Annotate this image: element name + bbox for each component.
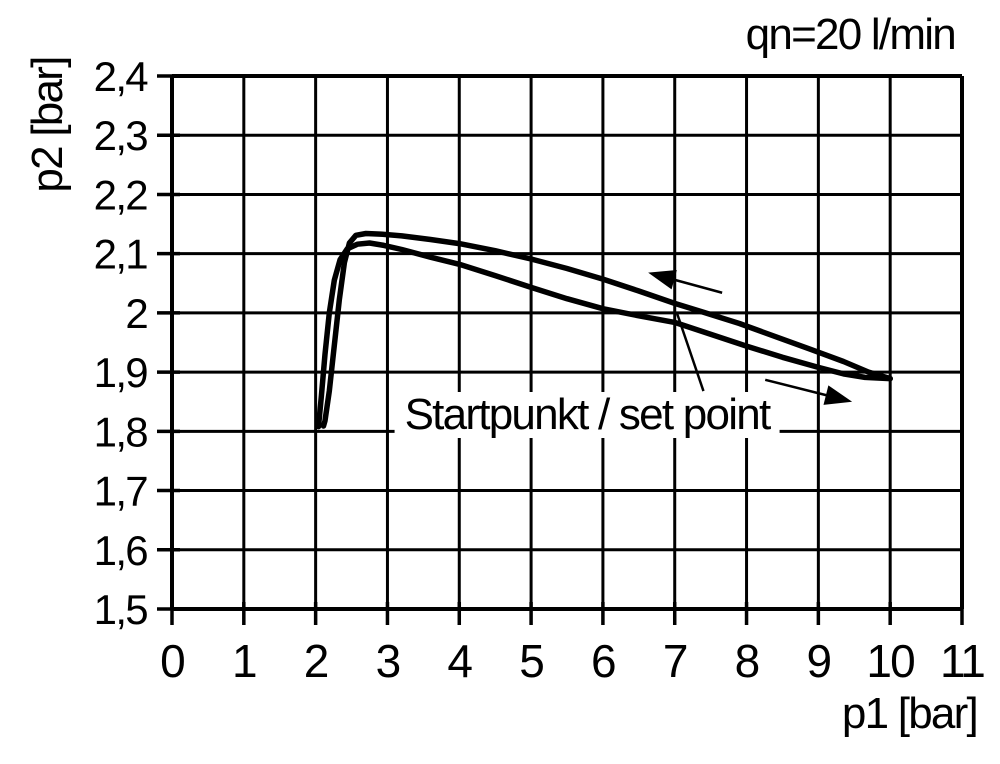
x-tick-label: 8: [735, 635, 759, 687]
x-tick-label: 5: [519, 635, 543, 687]
y-tick-label: 2: [125, 290, 147, 337]
x-tick-label: 9: [806, 635, 830, 687]
x-tick-label: 1: [232, 635, 256, 687]
y-tick-label: 2,4: [94, 53, 149, 100]
lower-branch-direction-arrow-head-icon: [823, 385, 853, 405]
chart-title: qn=20 l/min: [745, 10, 957, 59]
y-tick-label: 1,6: [94, 527, 148, 574]
lower-branch-direction-arrow-shaft: [764, 378, 837, 399]
x-tick-label: 4: [447, 635, 472, 687]
x-axis-label: p1 [bar]: [841, 689, 979, 738]
y-tick-label: 1,8: [94, 408, 148, 455]
y-tick-label: 2,3: [94, 112, 148, 159]
x-tick-label: 7: [663, 635, 687, 687]
x-tick-label: 6: [591, 635, 615, 687]
upper-branch-direction-arrow-head-icon: [648, 270, 677, 290]
x-tick-label: 3: [376, 635, 400, 687]
y-axis-label: p2 [bar]: [22, 57, 72, 193]
x-tick-label: 2: [304, 635, 328, 687]
y-tick-label: 1,5: [94, 586, 148, 633]
curve-upper-branch: [320, 230, 893, 429]
x-tick-label: 10: [866, 635, 914, 687]
y-tick-label: 2,1: [94, 231, 148, 278]
x-tick-label: 0: [160, 635, 184, 687]
set-point-annotation: Startpunkt / set point: [394, 391, 780, 439]
y-tick-label: 1,7: [94, 468, 148, 515]
y-tick-label: 1,9: [94, 349, 148, 396]
set-point-leader-line: [675, 312, 705, 392]
x-tick-label: 11: [940, 635, 984, 687]
y-tick-label: 2,2: [94, 171, 148, 218]
curve-lower-branch: [315, 240, 893, 430]
